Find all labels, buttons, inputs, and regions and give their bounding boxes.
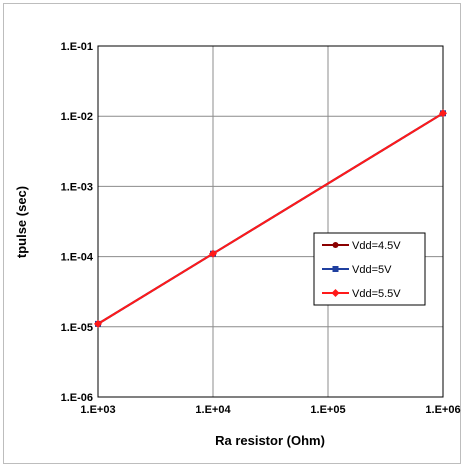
data-point [94, 319, 102, 328]
legend-label: Vdd=5V [352, 264, 392, 276]
legend-label: Vdd=5.5V [352, 288, 401, 300]
y-tick-label: 1.E-03 [61, 181, 93, 193]
y-tick-label: 1.E-05 [61, 322, 93, 334]
y-tick-label: 1.E-04 [61, 252, 94, 264]
x-tick-labels: 1.E+03 1.E+04 1.E+05 1.E+06 [80, 404, 460, 416]
legend: Vdd=4.5V Vdd=5V Vdd=5.5V [313, 232, 426, 306]
data-point [209, 249, 217, 258]
series-group [94, 109, 447, 328]
x-tick-label: 1.E+04 [195, 404, 231, 416]
legend-marker [332, 266, 339, 272]
y-tick-labels: 1.E-01 1.E-02 1.E-03 1.E-04 1.E-05 1.E-06 [61, 41, 94, 404]
x-tick-label: 1.E+03 [80, 404, 115, 416]
series-3 [94, 109, 447, 328]
legend-label: Vdd=4.5V [352, 240, 401, 252]
y-tick-label: 1.E-01 [61, 41, 93, 53]
y-tick-label: 1.E-06 [61, 392, 93, 404]
legend-marker [332, 242, 339, 248]
x-axis-title: Ra resistor (Ohm) [215, 433, 325, 448]
legend-marker [331, 289, 340, 297]
x-tick-label: 1.E+06 [425, 404, 460, 416]
x-tick-label: 1.E+05 [310, 404, 345, 416]
plot-border [97, 45, 444, 398]
data-point [439, 109, 447, 118]
y-axis-title: tpulse (sec) [14, 186, 29, 258]
y-tick-label: 1.E-02 [61, 111, 93, 123]
plot-area [98, 46, 443, 397]
